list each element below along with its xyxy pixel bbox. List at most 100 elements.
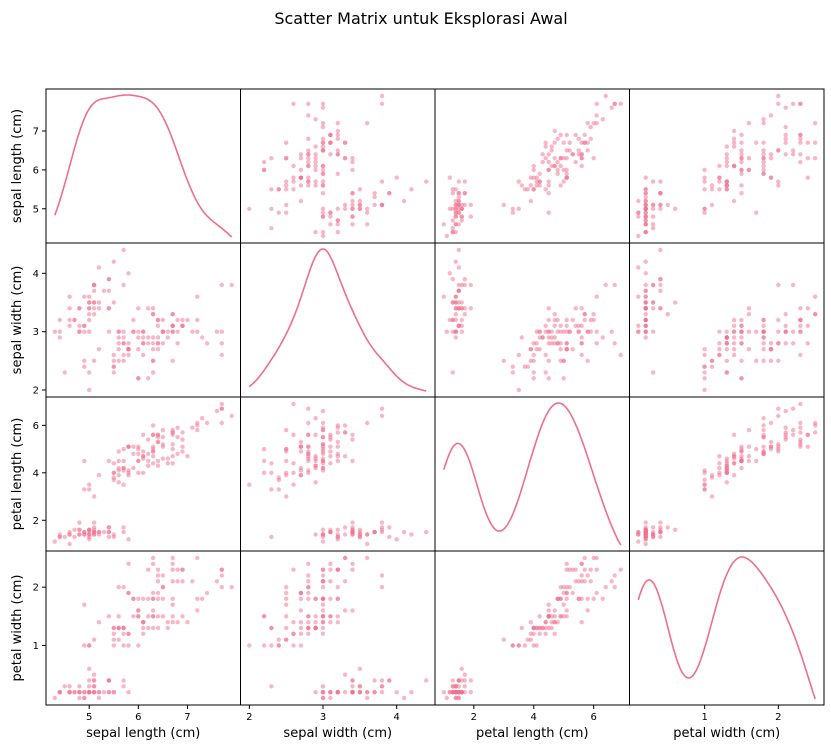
point-0-2-56 <box>552 156 557 161</box>
point-0-3-132 <box>790 152 796 157</box>
point-0-3-73 <box>717 163 722 169</box>
point-0-2-99 <box>534 179 539 184</box>
point-0-1-98 <box>284 202 289 208</box>
point-1-3-89 <box>724 358 729 363</box>
point-3-1-140 <box>328 561 333 566</box>
point-1-0-99 <box>121 341 126 346</box>
point-2-3-148 <box>798 437 803 442</box>
point-0-2-65 <box>543 140 548 145</box>
point-2-0-142 <box>126 444 131 449</box>
point-1-0-49 <box>87 312 92 317</box>
point-1-2-119 <box>561 376 566 381</box>
point-1-3-141 <box>798 323 803 328</box>
point-0-1-112 <box>320 136 326 141</box>
point-0-2-98 <box>501 202 506 208</box>
point-1-0-100 <box>150 312 156 317</box>
point-0-3-31 <box>658 191 663 196</box>
point-3-1-60 <box>247 643 252 648</box>
point-3-2-99 <box>534 625 539 631</box>
point-0-2-16 <box>450 191 455 196</box>
point-0-1-84 <box>320 191 326 196</box>
point-0-3-119 <box>739 167 744 173</box>
point-2-0-57 <box>82 487 87 492</box>
point-1-2-47 <box>453 317 458 323</box>
point-3-2-102 <box>588 579 593 584</box>
point-0-1-45 <box>320 214 326 219</box>
point-0-2-46 <box>459 202 464 208</box>
point-3-1-46 <box>379 690 385 695</box>
chart-title: Scatter Matrix untuk Eksplorasi Awal <box>274 9 567 28</box>
point-1-3-56 <box>746 312 752 317</box>
point-1-0-98 <box>91 358 97 363</box>
point-2-0-2 <box>72 534 77 540</box>
point-3-0-126 <box>146 596 151 601</box>
point-2-1-91 <box>320 456 326 461</box>
point-2-0-20 <box>106 525 112 530</box>
point-1-0-21 <box>91 288 97 293</box>
point-3-1-93 <box>269 643 274 648</box>
point-0-2-100 <box>591 156 596 161</box>
point-2-1-117 <box>379 406 385 411</box>
point-3-1-147 <box>320 585 326 590</box>
point-2-3-59 <box>731 473 737 478</box>
point-2-3-97 <box>724 463 729 468</box>
point-0-3-65 <box>731 140 737 145</box>
point-3-1-31 <box>350 678 355 683</box>
point-2-3-37 <box>636 532 641 537</box>
point-2-1-79 <box>291 482 296 487</box>
point-1-0-115 <box>155 317 161 323</box>
point-2-0-50 <box>185 454 190 459</box>
point-3-0-124 <box>170 579 175 584</box>
point-0-3-36 <box>643 187 648 192</box>
point-3-0-37 <box>82 695 87 701</box>
point-1-0-3 <box>67 323 72 328</box>
point-2-1-136 <box>350 432 355 437</box>
point-0-2-2 <box>450 218 455 223</box>
point-0-2-29 <box>459 218 464 223</box>
point-1-0-17 <box>91 300 97 305</box>
point-3-0-134 <box>141 620 146 625</box>
point-1-0-147 <box>160 329 166 334</box>
point-3-0-14 <box>126 690 131 695</box>
point-1-3-114 <box>805 341 810 346</box>
point-0-1-70 <box>335 171 340 176</box>
point-3-1-91 <box>320 620 326 625</box>
point-3-0-15 <box>121 678 126 683</box>
point-0-3-12 <box>636 214 641 219</box>
point-1-0-107 <box>200 335 205 340</box>
point-2-3-146 <box>768 446 774 452</box>
point-2-0-68 <box>146 458 151 464</box>
panel-frame-2-2 <box>434 396 630 552</box>
point-2-1-142 <box>298 444 304 449</box>
point-3-1-144 <box>342 555 348 561</box>
point-1-2-105 <box>609 329 614 334</box>
point-0-2-81 <box>522 187 527 192</box>
point-0-1-94 <box>298 183 304 188</box>
point-3-0-112 <box>175 579 180 584</box>
point-0-1-33 <box>409 187 414 192</box>
point-2-1-146 <box>284 446 289 452</box>
point-0-2-69 <box>528 183 533 188</box>
point-2-1-92 <box>291 470 296 475</box>
point-3-1-118 <box>291 567 296 572</box>
point-3-0-67 <box>126 643 131 648</box>
point-0-1-32 <box>401 198 407 204</box>
point-3-0-54 <box>160 614 166 619</box>
point-2-1-46 <box>379 527 385 532</box>
point-3-2-149 <box>564 596 569 601</box>
point-3-1-51 <box>335 614 340 619</box>
point-1-0-60 <box>87 387 92 393</box>
point-2-3-133 <box>739 444 744 449</box>
point-0-3-149 <box>761 171 766 176</box>
point-1-2-106 <box>546 358 551 363</box>
point-1-3-95 <box>717 329 722 334</box>
point-0-3-77 <box>754 140 759 145</box>
point-0-3-74 <box>724 152 729 157</box>
point-0-3-97 <box>724 159 729 165</box>
point-0-3-6 <box>650 222 656 227</box>
point-2-3-106 <box>754 458 759 464</box>
point-1-0-59 <box>96 347 102 352</box>
point-1-2-53 <box>531 370 536 375</box>
point-1-0-10 <box>106 288 112 293</box>
point-1-3-15 <box>658 247 663 253</box>
